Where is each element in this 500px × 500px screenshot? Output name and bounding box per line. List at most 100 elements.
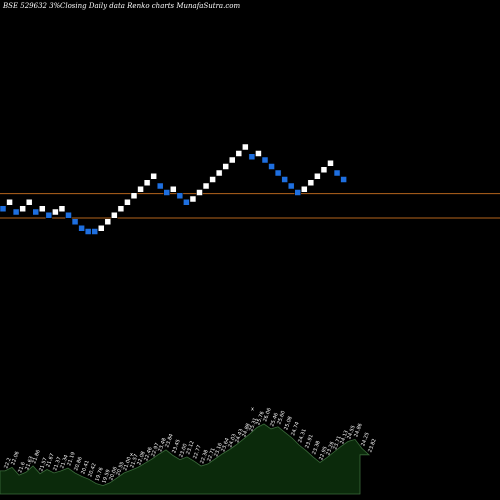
- renko-brick-30: [196, 189, 203, 196]
- renko-brick-7: [45, 212, 53, 219]
- renko-brick-10: [65, 212, 72, 219]
- renko-brick-19: [124, 199, 131, 206]
- volume-label-25: 23.00: [178, 443, 189, 459]
- renko-brick-8: [52, 208, 59, 216]
- volume-area: [0, 423, 371, 495]
- renko-brick-0: [0, 205, 7, 212]
- volume-label-26: 23.12: [185, 440, 196, 456]
- volume-label-45: 22.95: [318, 446, 329, 462]
- volume-label-5: 21.57: [38, 457, 49, 473]
- volume-label-7: 21.37: [52, 456, 63, 472]
- renko-brick-29: [189, 195, 197, 203]
- volume-label-48: 24.13: [339, 430, 350, 446]
- renko-brick-25: [163, 189, 170, 196]
- volume-label-16: 20.55: [115, 461, 126, 477]
- volume-label-51: 24.25: [360, 432, 371, 448]
- renko-brick-44: [287, 182, 295, 190]
- volume-label-28: 22.38: [199, 449, 210, 465]
- volume-label-9: 21.19: [66, 451, 77, 467]
- renko-brick-33: [215, 169, 223, 177]
- volume-label-30: 23.16: [213, 442, 224, 458]
- renko-brick-21: [137, 186, 144, 193]
- renko-brick-4: [25, 199, 33, 206]
- renko-brick-9: [58, 205, 66, 212]
- volume-label-52: 23.82: [367, 438, 378, 454]
- volume-label-31: 23.64: [220, 437, 231, 453]
- volume-label-14: 19.59: [101, 469, 112, 485]
- volume-label-6: 21.67: [45, 453, 56, 469]
- volume-label-20: 22.46: [143, 446, 154, 462]
- renko-brick-27: [176, 192, 184, 199]
- volume-label-32: 24.03: [227, 433, 238, 449]
- renko-brick-39: [255, 150, 262, 157]
- renko-brick-28: [183, 199, 190, 206]
- volume-label-8: 21.34: [59, 454, 70, 470]
- volume-label-22: 23.48: [157, 437, 168, 453]
- volume-label-23: 23.84: [164, 433, 175, 449]
- renko-brick-1: [6, 199, 13, 206]
- renko-brick-51: [333, 169, 341, 177]
- volume-label-46: 23.26: [325, 441, 336, 457]
- volume-label-18: 21.57: [129, 453, 140, 469]
- renko-brick-42: [274, 169, 282, 177]
- renko-brick-35: [229, 156, 236, 164]
- renko-brick-18: [117, 205, 125, 212]
- volume-label-12: 20.42: [87, 462, 98, 478]
- renko-brick-15: [98, 225, 105, 232]
- chart-description-label: Closing Daily data Renko charts MunafaSu…: [60, 2, 241, 10]
- renko-brick-36: [235, 150, 243, 157]
- renko-brick-13: [84, 228, 92, 235]
- renko-brick-37: [242, 143, 249, 151]
- volume-area-path: [0, 423, 371, 495]
- renko-brick-43: [281, 176, 288, 183]
- volume-label-50: 24.86: [353, 423, 364, 439]
- renko-brick-31: [202, 182, 210, 190]
- renko-brick-17: [111, 212, 118, 219]
- volume-label-10: 20.86: [73, 456, 84, 472]
- renko-brick-26: [170, 186, 177, 193]
- renko-brick-6: [39, 205, 46, 212]
- volume-label-24: 23.45: [171, 439, 182, 455]
- renko-brick-32: [209, 176, 216, 183]
- renko-brick-50: [327, 160, 334, 167]
- volume-label-44: 23.38: [311, 440, 322, 456]
- volume-label-47: 23.71: [332, 435, 343, 451]
- renko-brick-16: [104, 218, 112, 225]
- volume-label-27: 22.77: [192, 444, 203, 460]
- renko-brick-23: [150, 173, 157, 180]
- renko-brick-41: [268, 163, 275, 170]
- volume-label-1: 22.06: [10, 451, 21, 467]
- renko-brick-34: [222, 163, 229, 170]
- volume-label-37: 26.06: [262, 407, 273, 423]
- renko-brick-46: [301, 186, 308, 193]
- volume-labels: 22.222.0621.621.6321.8621.5721.6721.3721…: [3, 407, 378, 485]
- horizontal-lines: [0, 193, 500, 219]
- volume-label-33: 24.43: [234, 428, 245, 444]
- renko-brick-24: [156, 182, 164, 190]
- renko-brick-5: [32, 208, 39, 216]
- volume-label-19: 22.08: [136, 451, 147, 467]
- volume-label-39: 25.60: [276, 410, 287, 426]
- renko-bricks: [0, 143, 347, 235]
- renko-brick-48: [314, 173, 321, 180]
- volume-label-2: 21.6: [17, 461, 26, 474]
- volume-label-21: 22.97: [150, 442, 161, 458]
- renko-brick-45: [294, 189, 301, 196]
- renko-brick-2: [12, 208, 20, 216]
- renko-brick-47: [307, 179, 315, 186]
- renko-brick-40: [261, 156, 269, 164]
- volume-label-38: 25.46: [269, 412, 280, 428]
- volume-label-41: 24.74: [290, 421, 301, 437]
- volume-label-11: 20.41: [80, 460, 91, 476]
- volume-label-3: 21.63: [24, 455, 35, 471]
- renko-brick-14: [91, 228, 98, 235]
- renko-brick-11: [71, 218, 79, 225]
- renko-brick-12: [78, 225, 85, 232]
- volume-label-0: 22.2: [3, 457, 12, 470]
- volume-label-29: 22.71: [206, 447, 217, 463]
- volume-label-35: 25.31: [248, 417, 259, 433]
- renko-brick-38: [248, 153, 256, 160]
- volume-marker-1: x: [251, 407, 254, 413]
- renko-brick-3: [19, 205, 26, 212]
